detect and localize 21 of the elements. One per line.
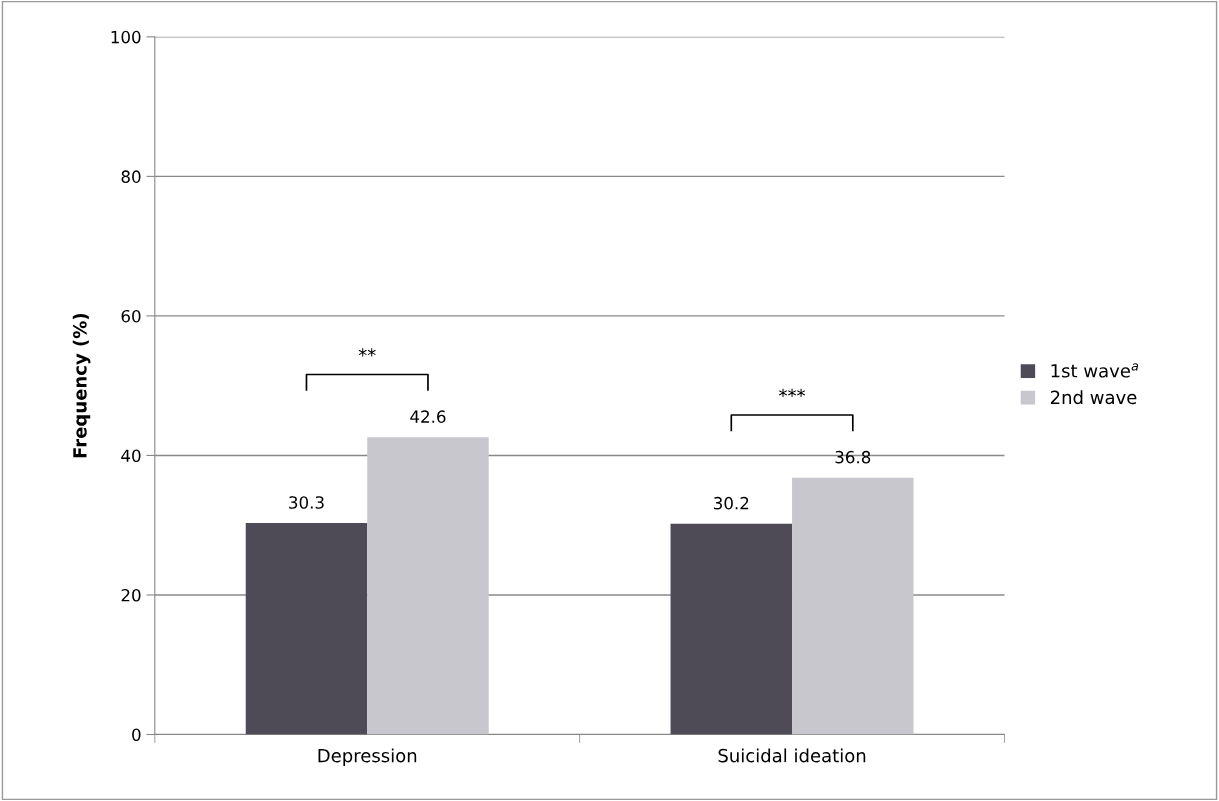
data-label: 30.3 <box>289 496 324 509</box>
data-label: 30.2 <box>714 496 749 510</box>
bar <box>245 523 368 735</box>
bar <box>367 437 489 735</box>
legend-label: 2nd wave <box>1050 390 1137 405</box>
x-tick-label: Suicidal ideation <box>718 748 866 763</box>
x-tick-label: Depression <box>318 748 417 766</box>
y-tick-label: 80 <box>121 170 141 183</box>
y-axis-title: Frequency (%) <box>72 313 91 458</box>
y-tick-label: 60 <box>121 309 141 323</box>
bar <box>792 477 914 735</box>
bar <box>670 523 793 735</box>
y-tick-label: 0 <box>132 728 141 742</box>
data-label: 42.6 <box>410 410 446 423</box>
y-tick-label: 20 <box>121 588 141 602</box>
y-tick-label: 100 <box>111 30 141 44</box>
annotation: *** <box>779 388 806 397</box>
y-tick-label: 40 <box>121 449 141 463</box>
legend-label: 1st wave$^{a}$ <box>1051 363 1139 378</box>
annotation: ** <box>358 348 376 357</box>
data-label: 36.8 <box>835 450 871 464</box>
